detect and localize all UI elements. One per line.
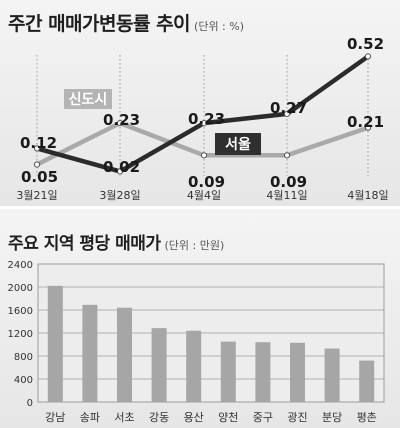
bar-chart: 0 400 800 1200 1600 2000 2400 강남 송파 서초 강동 용산 양천 중구 광진 분… <box>8 260 385 424</box>
bar <box>47 285 63 402</box>
bar <box>359 360 375 402</box>
data-point-seoul <box>33 145 41 152</box>
bar <box>324 348 340 402</box>
data-point-sindo <box>283 152 291 159</box>
x-tick-label: 서초 <box>114 411 134 424</box>
data-label-seoul: 0.12 <box>20 134 57 152</box>
y-tick-label: 1600 <box>8 306 33 317</box>
data-label-seoul: 0.23 <box>188 110 225 128</box>
data-label-sindo: 0.21 <box>347 113 384 131</box>
data-label-seoul: 0.27 <box>270 99 307 117</box>
x-tick-label: 4월4일 <box>187 188 221 202</box>
data-point-sindo <box>116 120 124 127</box>
line-chart-unit: (단위 : %) <box>194 20 245 33</box>
legend-tag-sindo-bg <box>64 89 112 109</box>
line-chart-title-text: 주간 매매가변동률 추이 <box>8 13 191 35</box>
x-tick-label: 평촌 <box>357 411 377 424</box>
y-tick-label: 1200 <box>8 329 33 340</box>
y-tick-label: 800 <box>14 352 33 363</box>
y-tick-label: 400 <box>14 375 33 386</box>
y-tick-label: 2000 <box>8 283 33 294</box>
x-tick-label: 강동 <box>149 411 169 424</box>
data-label-sindo: 0.09 <box>270 173 307 191</box>
data-point-seoul <box>116 168 124 175</box>
bar-chart-panel: 주요 지역 평당 매매가 (단위 : 만원) 0 400 800 1200 1600 200… <box>0 209 400 428</box>
data-point-sindo <box>33 161 41 168</box>
data-point-seoul <box>364 53 372 60</box>
data-point-sindo <box>200 152 208 159</box>
bar-chart-title-text: 주요 지역 평당 매매가 <box>8 234 161 254</box>
data-label-seoul: 0.52 <box>347 35 384 53</box>
x-tick-label: 중구 <box>253 411 273 424</box>
bar <box>151 328 167 402</box>
legend-tag-sindo: 신도시 <box>69 92 108 108</box>
line-chart: 0.12 0.02 0.23 0.27 0.52 0.05 0.23 0.09 0.09 0.21… <box>16 35 388 202</box>
legend-tag-seoul-bg <box>215 133 261 155</box>
x-tick-label: 3월28일 <box>99 188 140 202</box>
bar-chart-title: 주요 지역 평당 매매가 (단위 : 만원) <box>8 229 224 254</box>
data-point-sindo <box>364 124 372 131</box>
bar <box>186 330 202 402</box>
x-tick-label: 강남 <box>45 411 65 424</box>
x-tick-label: 광진 <box>287 411 307 424</box>
y-tick-label: 0 <box>27 398 33 409</box>
x-tick-label: 4월18일 <box>347 188 388 202</box>
bar <box>255 342 271 402</box>
data-point-seoul <box>283 110 291 118</box>
bar <box>220 341 236 402</box>
bar-chart-unit: (단위 : 만원) <box>164 239 225 252</box>
line-chart-title: 주간 매매가변동률 추이 (단위 : %) <box>8 9 244 36</box>
data-label-sindo: 0.09 <box>188 173 225 191</box>
x-tick-label: 3월21일 <box>16 188 57 202</box>
data-label-sindo: 0.23 <box>103 111 140 129</box>
bar <box>290 342 305 402</box>
y-tick-label: 2400 <box>8 260 33 271</box>
data-point-seoul <box>200 120 208 127</box>
bar <box>82 304 98 402</box>
bar <box>117 307 132 402</box>
x-tick-label: 송파 <box>80 411 100 424</box>
x-tick-label: 양천 <box>218 410 238 424</box>
x-tick-label: 4월11일 <box>266 188 307 202</box>
series-line-sindo <box>34 120 371 167</box>
line-chart-panel: 주간 매매가변동률 추이 (단위 : %) 0.12 0.02 0.23 0.27 0.5… <box>0 0 400 209</box>
data-label-seoul: 0.02 <box>103 158 140 176</box>
x-tick-label: 용산 <box>184 411 204 424</box>
legend-tag-seoul: 서울 <box>225 136 251 153</box>
x-tick-label: 분당 <box>322 411 342 424</box>
data-label-sindo: 0.05 <box>21 168 58 186</box>
